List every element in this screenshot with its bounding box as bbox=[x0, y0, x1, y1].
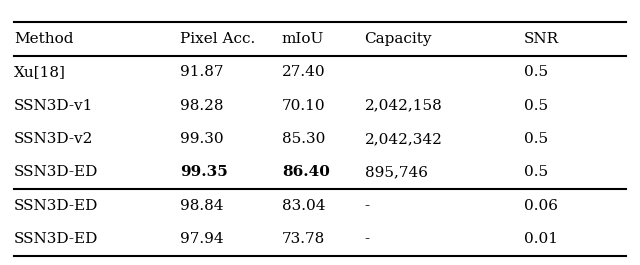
Text: SSN3D-v1: SSN3D-v1 bbox=[14, 99, 93, 113]
Text: 98.28: 98.28 bbox=[180, 99, 223, 113]
Text: 97.94: 97.94 bbox=[180, 232, 223, 246]
Text: 895,746: 895,746 bbox=[365, 165, 428, 179]
Text: 91.87: 91.87 bbox=[180, 65, 223, 80]
Text: 73.78: 73.78 bbox=[282, 232, 325, 246]
Text: 27.40: 27.40 bbox=[282, 65, 325, 80]
Text: mIoU: mIoU bbox=[282, 32, 324, 46]
Text: 98.84: 98.84 bbox=[180, 199, 223, 213]
Text: 86.40: 86.40 bbox=[282, 165, 330, 179]
Text: SNR: SNR bbox=[524, 32, 559, 46]
Text: -: - bbox=[365, 232, 370, 246]
Text: 0.5: 0.5 bbox=[524, 132, 548, 146]
Text: 70.10: 70.10 bbox=[282, 99, 325, 113]
Text: 83.04: 83.04 bbox=[282, 199, 325, 213]
Text: 2,042,158: 2,042,158 bbox=[365, 99, 442, 113]
Text: SSN3D-ED: SSN3D-ED bbox=[14, 199, 99, 213]
Text: 0.06: 0.06 bbox=[524, 199, 558, 213]
Text: 0.5: 0.5 bbox=[524, 65, 548, 80]
Text: 99.35: 99.35 bbox=[180, 165, 228, 179]
Text: SSN3D-ED: SSN3D-ED bbox=[14, 165, 99, 179]
Text: 85.30: 85.30 bbox=[282, 132, 325, 146]
Text: 2,042,342: 2,042,342 bbox=[365, 132, 442, 146]
Text: Pixel Acc.: Pixel Acc. bbox=[180, 32, 255, 46]
Text: 0.5: 0.5 bbox=[524, 165, 548, 179]
Text: 0.01: 0.01 bbox=[524, 232, 558, 246]
Text: 0.5: 0.5 bbox=[524, 99, 548, 113]
Text: SSN3D-v2: SSN3D-v2 bbox=[14, 132, 93, 146]
Text: Method: Method bbox=[14, 32, 74, 46]
Text: Xu[18]: Xu[18] bbox=[14, 65, 66, 80]
Text: SSN3D-ED: SSN3D-ED bbox=[14, 232, 99, 246]
Text: -: - bbox=[365, 199, 370, 213]
Text: 99.30: 99.30 bbox=[180, 132, 223, 146]
Text: Capacity: Capacity bbox=[365, 32, 432, 46]
